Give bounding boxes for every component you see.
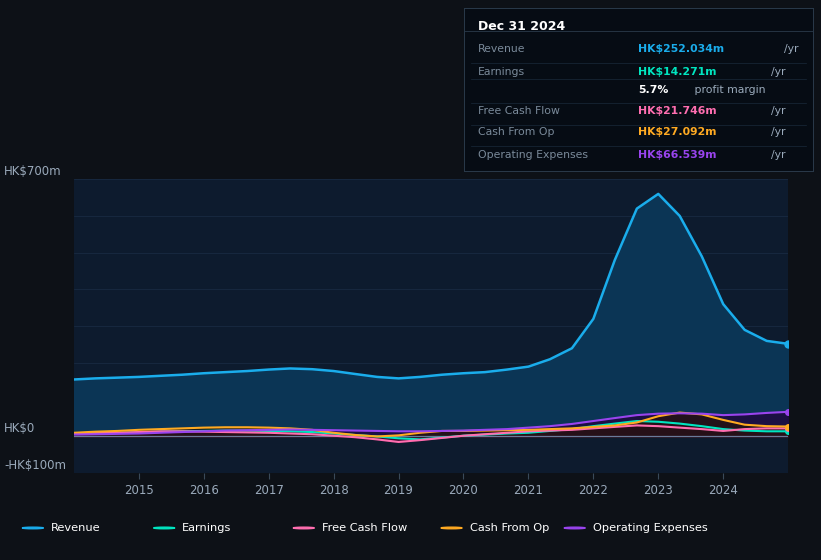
Text: /yr: /yr [784, 44, 799, 54]
Text: Dec 31 2024: Dec 31 2024 [478, 20, 565, 33]
Text: Cash From Op: Cash From Op [478, 127, 554, 137]
Circle shape [564, 527, 585, 529]
Text: Operating Expenses: Operating Expenses [593, 523, 708, 533]
Text: HK$14.271m: HK$14.271m [639, 67, 717, 77]
Text: HK$21.746m: HK$21.746m [639, 106, 717, 116]
Text: HK$27.092m: HK$27.092m [639, 127, 717, 137]
Circle shape [22, 527, 44, 529]
Text: Operating Expenses: Operating Expenses [478, 150, 588, 160]
Text: Cash From Op: Cash From Op [470, 523, 549, 533]
Text: profit margin: profit margin [691, 85, 766, 95]
Text: Earnings: Earnings [478, 67, 525, 77]
Circle shape [293, 527, 314, 529]
Text: /yr: /yr [771, 150, 786, 160]
Text: HK$0: HK$0 [4, 422, 35, 435]
Circle shape [441, 527, 462, 529]
Text: Revenue: Revenue [51, 523, 100, 533]
Text: Free Cash Flow: Free Cash Flow [322, 523, 407, 533]
Text: Earnings: Earnings [182, 523, 232, 533]
Text: /yr: /yr [771, 67, 786, 77]
Text: /yr: /yr [771, 127, 786, 137]
Text: -HK$100m: -HK$100m [4, 459, 67, 472]
Text: Revenue: Revenue [478, 44, 525, 54]
Text: HK$700m: HK$700m [4, 165, 62, 178]
Text: HK$252.034m: HK$252.034m [639, 44, 724, 54]
Text: HK$66.539m: HK$66.539m [639, 150, 717, 160]
Text: 5.7%: 5.7% [639, 85, 668, 95]
Circle shape [154, 527, 175, 529]
Text: Free Cash Flow: Free Cash Flow [478, 106, 560, 116]
Text: /yr: /yr [771, 106, 786, 116]
